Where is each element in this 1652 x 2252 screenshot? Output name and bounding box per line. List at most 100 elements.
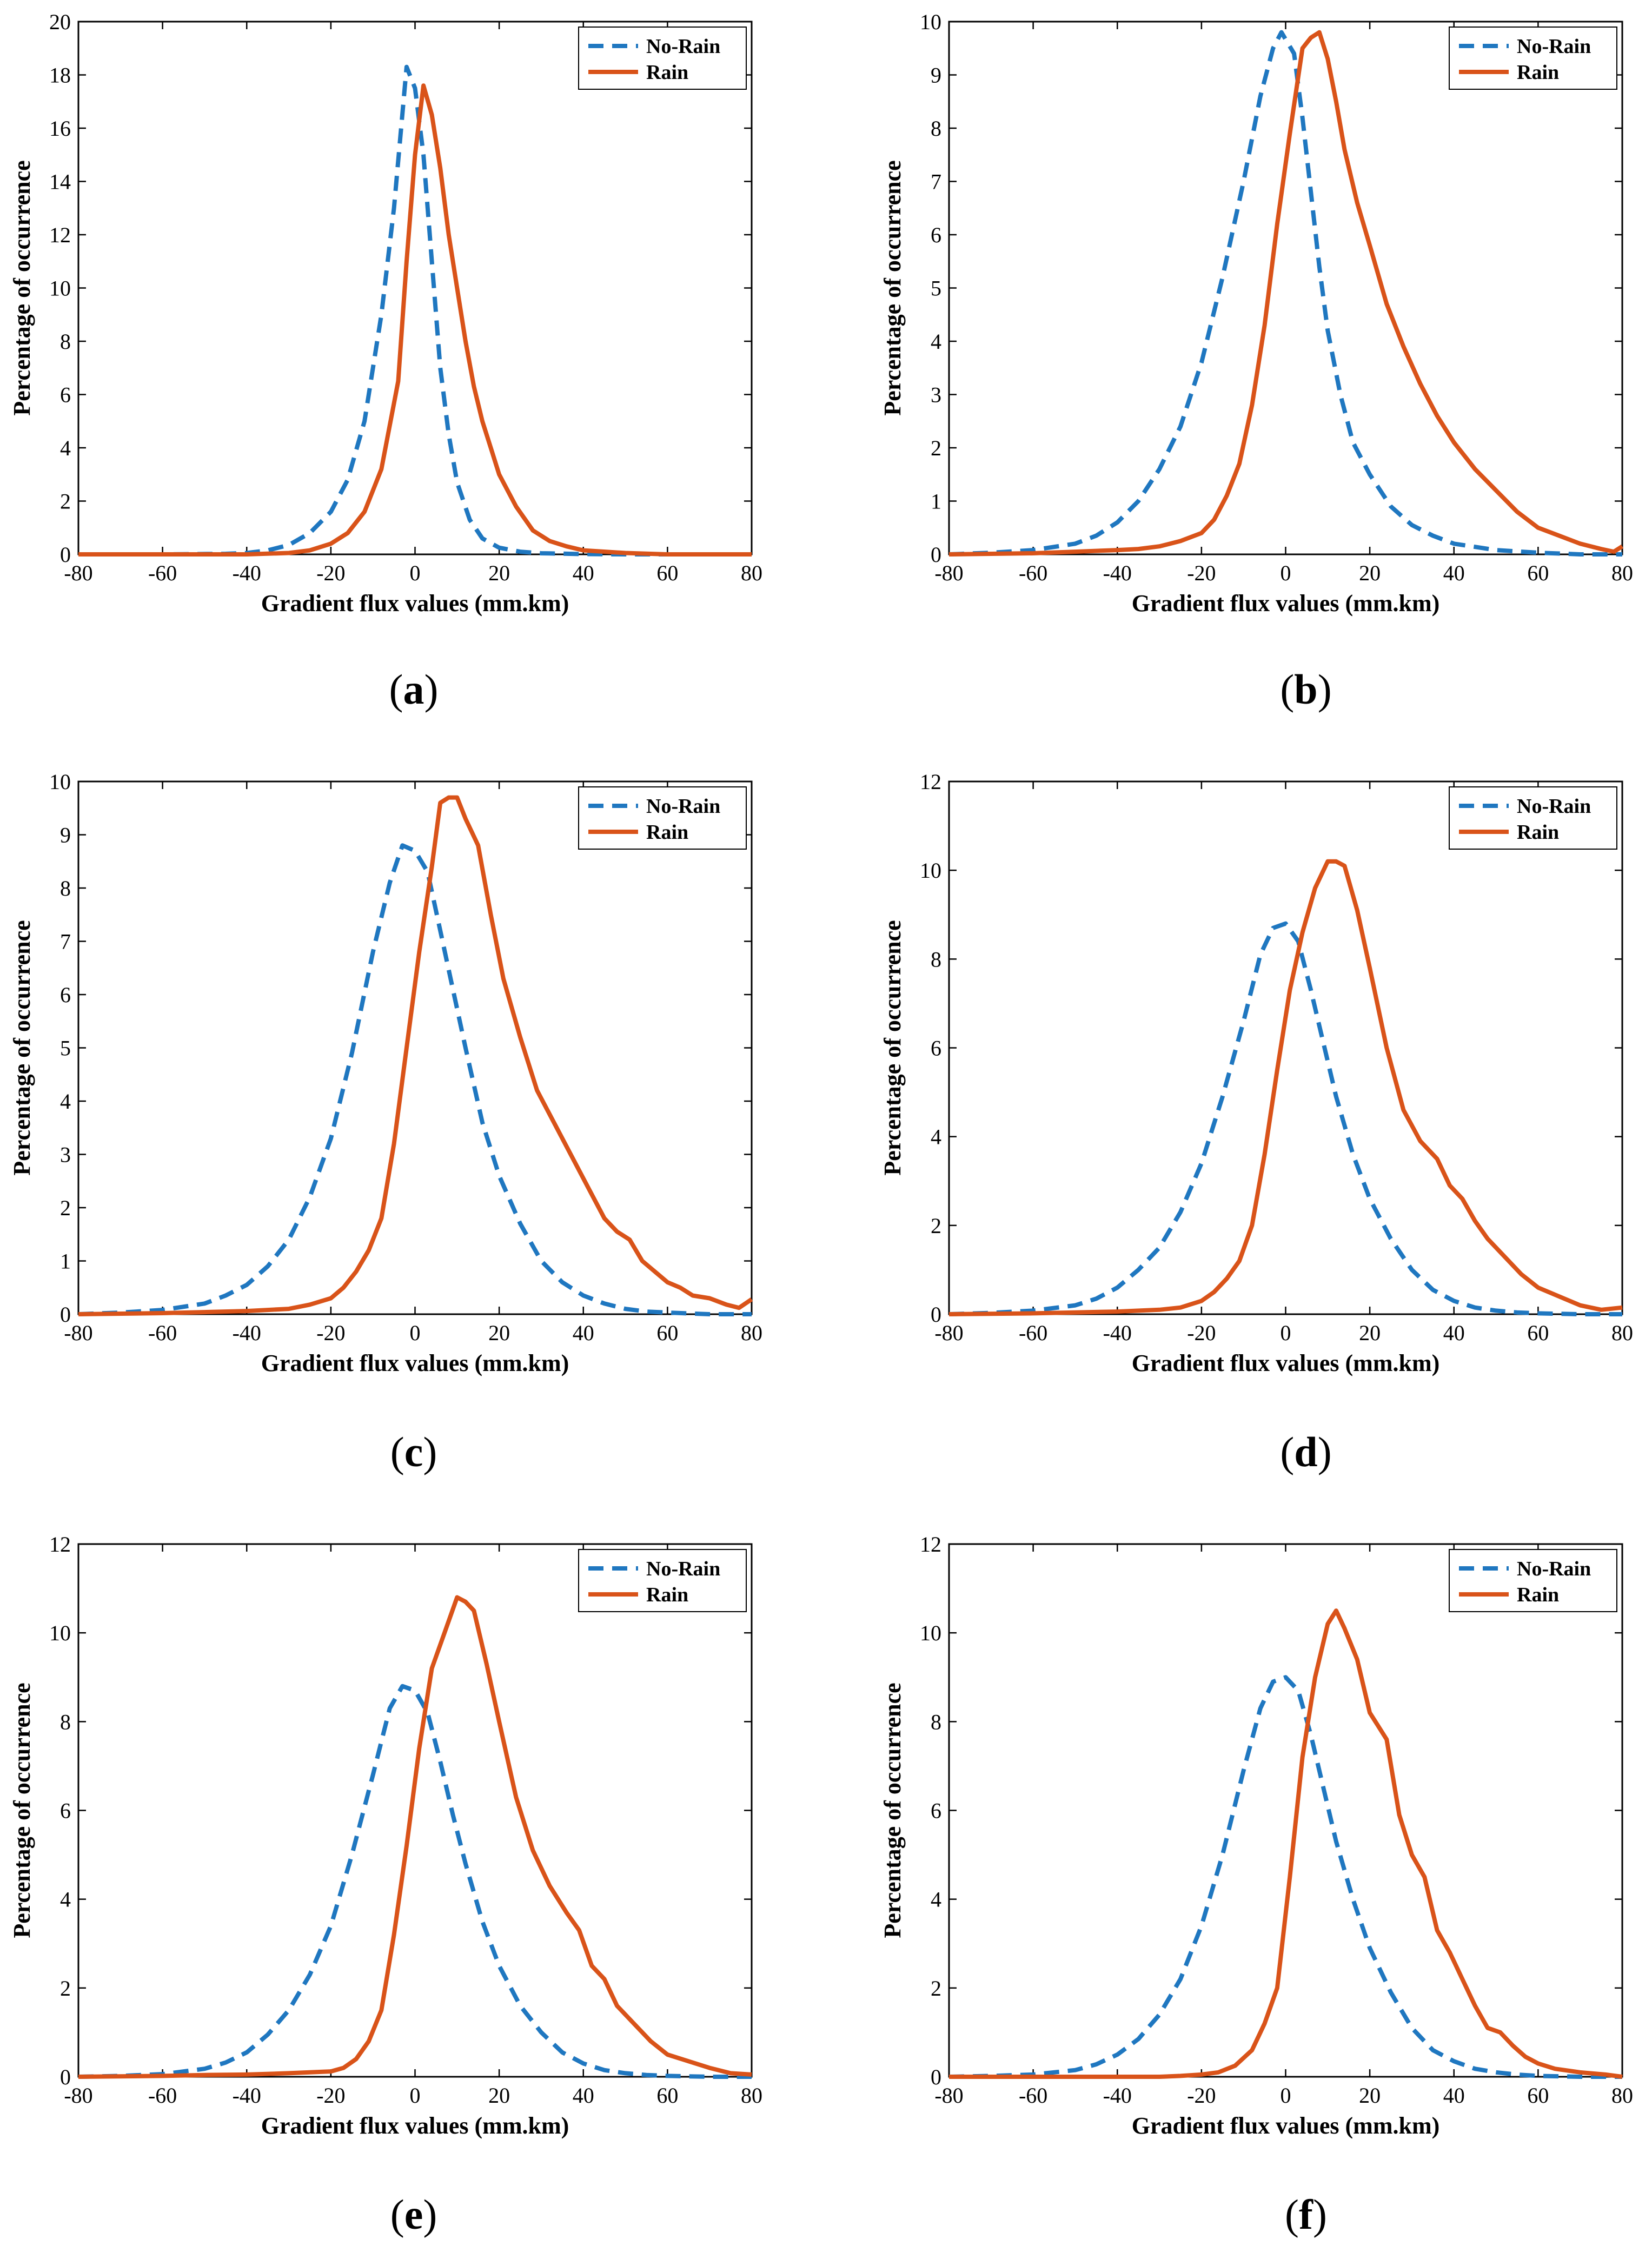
caption-e-letter: e xyxy=(404,2191,423,2238)
caption-a-close: ) xyxy=(424,666,439,713)
y-tick-label-c-8: 8 xyxy=(60,876,71,900)
y-tick-label-c-9: 9 xyxy=(60,823,71,847)
x-tick-label-e-2: -40 xyxy=(233,2083,261,2108)
chart-e-svg: -80 -60 -40 -20 0 20 40 60 80 0 2 4 6 8 10 12 Gradient f… xyxy=(9,1532,762,2139)
plot-area-b xyxy=(948,21,1623,555)
x-tick-label-d-4: 0 xyxy=(1281,1321,1291,1345)
y-axis-label-b: Percentage of occurrence xyxy=(879,160,906,415)
x-tick-label-b-2: -40 xyxy=(1103,561,1132,585)
y-tick-label-c-4: 4 xyxy=(60,1089,71,1114)
chart-d-svg: -80 -60 -40 -20 0 20 40 60 80 0 2 4 6 8 10 12 Gradient f… xyxy=(879,770,1633,1376)
caption-d: (d) xyxy=(1225,1428,1387,1476)
y-tick-label-c-6: 6 xyxy=(60,983,71,1007)
y-tick-label-e-1: 2 xyxy=(60,1976,71,2001)
series-line-no-rain-c xyxy=(78,843,752,1316)
x-tick-label-c-0: -80 xyxy=(64,1321,92,1345)
x-tick-label-e-3: -20 xyxy=(316,2083,345,2108)
x-tick-label-b-3: -20 xyxy=(1187,561,1216,585)
y-axis-label-f: Percentage of occurrence xyxy=(879,1683,906,1938)
caption-a: (a) xyxy=(333,665,495,714)
legend-label-rain-e: Rain xyxy=(646,1584,688,1606)
chart-c-svg: -80 -60 -40 -20 0 20 40 60 80 0 1 2 3 4 5 6 7 8 9 10 Gradien… xyxy=(9,770,762,1376)
caption-b-open: ( xyxy=(1280,666,1295,713)
plot-area-c xyxy=(77,780,753,1315)
series-line-rain-c xyxy=(78,795,753,1316)
x-tick-label-e-0: -80 xyxy=(64,2083,92,2108)
x-tick-label-c-7: 60 xyxy=(656,1321,678,1345)
x-tick-label-e-8: 80 xyxy=(741,2083,762,2108)
legend-label-no-rain-a: No-Rain xyxy=(646,35,720,58)
x-tick-label-d-1: -60 xyxy=(1019,1321,1047,1345)
y-tick-label-b-9: 9 xyxy=(931,63,941,88)
x-tick-label-f-4: 0 xyxy=(1281,2083,1291,2108)
legend-label-no-rain-b: No-Rain xyxy=(1517,35,1591,58)
y-tick-label-d-1: 2 xyxy=(931,1214,941,1238)
series-line-rain-e xyxy=(78,1595,752,2079)
legend-label-no-rain-e: No-Rain xyxy=(646,1558,720,1580)
y-tick-label-a-10: 20 xyxy=(49,10,71,34)
y-tick-label-d-3: 6 xyxy=(931,1036,941,1061)
chart-panel-f: -80 -60 -40 -20 0 20 40 60 80 0 2 4 6 8 10 12 Gradient f… xyxy=(871,1522,1649,2242)
series-line-no-rain-f xyxy=(948,1675,1622,2079)
y-tick-label-b-0: 0 xyxy=(931,542,941,567)
legend-label-rain-c: Rain xyxy=(646,821,688,844)
y-tick-label-a-0: 0 xyxy=(60,542,71,567)
x-axis-label-b: Gradient flux values (mm.km) xyxy=(1132,590,1440,617)
x-tick-label-f-0: -80 xyxy=(934,2083,963,2108)
chart-panel-a: -80 -60 -40 -20 0 20 40 60 80 0 2 4 6 8 10 12 14 16 18 20 Gr… xyxy=(0,0,779,719)
y-tick-label-a-9: 18 xyxy=(49,63,71,88)
chart-a-svg: -80 -60 -40 -20 0 20 40 60 80 0 2 4 6 8 10 12 14 16 18 20 Gr… xyxy=(9,10,762,617)
caption-b-letter: b xyxy=(1294,666,1318,713)
legend-label-rain-b: Rain xyxy=(1517,61,1559,84)
x-tick-label-c-1: -60 xyxy=(148,1321,177,1345)
y-tick-label-f-4: 8 xyxy=(931,1710,941,1734)
y-tick-label-a-5: 10 xyxy=(49,276,71,301)
x-tick-label-e-5: 20 xyxy=(488,2083,510,2108)
chart-b-svg: -80 -60 -40 -20 0 20 40 60 80 0 1 2 3 4 5 6 7 8 9 10 Gradien… xyxy=(879,10,1633,617)
y-tick-label-e-5: 10 xyxy=(49,1621,71,1645)
x-tick-label-f-3: -20 xyxy=(1187,2083,1216,2108)
x-axis-label-a: Gradient flux values (mm.km) xyxy=(261,590,569,617)
legend-label-no-rain-f: No-Rain xyxy=(1517,1558,1591,1580)
y-tick-label-d-4: 8 xyxy=(931,947,941,971)
y-tick-label-a-7: 14 xyxy=(49,170,71,194)
x-tick-label-a-5: 20 xyxy=(488,561,510,585)
x-tick-label-c-2: -40 xyxy=(233,1321,261,1345)
legend-label-no-rain-d: No-Rain xyxy=(1517,795,1591,818)
x-tick-label-c-6: 40 xyxy=(573,1321,594,1345)
caption-f-close: ) xyxy=(1312,2191,1327,2238)
legend-box-f xyxy=(1449,1549,1617,1612)
y-tick-label-c-1: 1 xyxy=(60,1249,71,1274)
y-axis-label-a: Percentage of occurrence xyxy=(9,160,35,415)
x-axis-label-f: Gradient flux values (mm.km) xyxy=(1132,2112,1440,2139)
caption-d-close: ) xyxy=(1317,1428,1332,1475)
x-tick-label-c-3: -20 xyxy=(316,1321,345,1345)
x-tick-label-f-1: -60 xyxy=(1019,2083,1047,2108)
y-tick-label-b-1: 1 xyxy=(931,489,941,514)
y-tick-label-c-0: 0 xyxy=(60,1302,71,1327)
y-tick-label-c-2: 2 xyxy=(60,1196,71,1220)
legend-label-rain-a: Rain xyxy=(646,61,688,84)
x-tick-label-a-6: 40 xyxy=(573,561,594,585)
plot-area-e xyxy=(77,1543,753,2078)
y-tick-label-b-7: 7 xyxy=(931,170,941,194)
chart-panel-e: -80 -60 -40 -20 0 20 40 60 80 0 2 4 6 8 10 12 Gradient f… xyxy=(0,1522,779,2242)
x-tick-label-a-0: -80 xyxy=(64,561,92,585)
y-tick-label-c-3: 3 xyxy=(60,1143,71,1167)
y-tick-label-f-3: 6 xyxy=(931,1799,941,1823)
y-tick-label-b-2: 2 xyxy=(931,436,941,460)
x-tick-label-d-2: -40 xyxy=(1103,1321,1132,1345)
caption-a-open: ( xyxy=(389,666,403,713)
legend-box-a xyxy=(578,27,747,90)
caption-f: (f) xyxy=(1225,2190,1387,2239)
x-tick-label-a-2: -40 xyxy=(233,561,261,585)
y-tick-label-b-8: 8 xyxy=(931,116,941,141)
y-tick-label-c-7: 7 xyxy=(60,930,71,954)
x-tick-label-e-6: 40 xyxy=(573,2083,594,2108)
x-tick-label-f-8: 80 xyxy=(1611,2083,1633,2108)
x-tick-label-a-3: -20 xyxy=(316,561,345,585)
y-tick-label-a-4: 8 xyxy=(60,329,71,354)
x-tick-label-f-6: 40 xyxy=(1443,2083,1465,2108)
x-tick-label-b-5: 20 xyxy=(1359,561,1381,585)
